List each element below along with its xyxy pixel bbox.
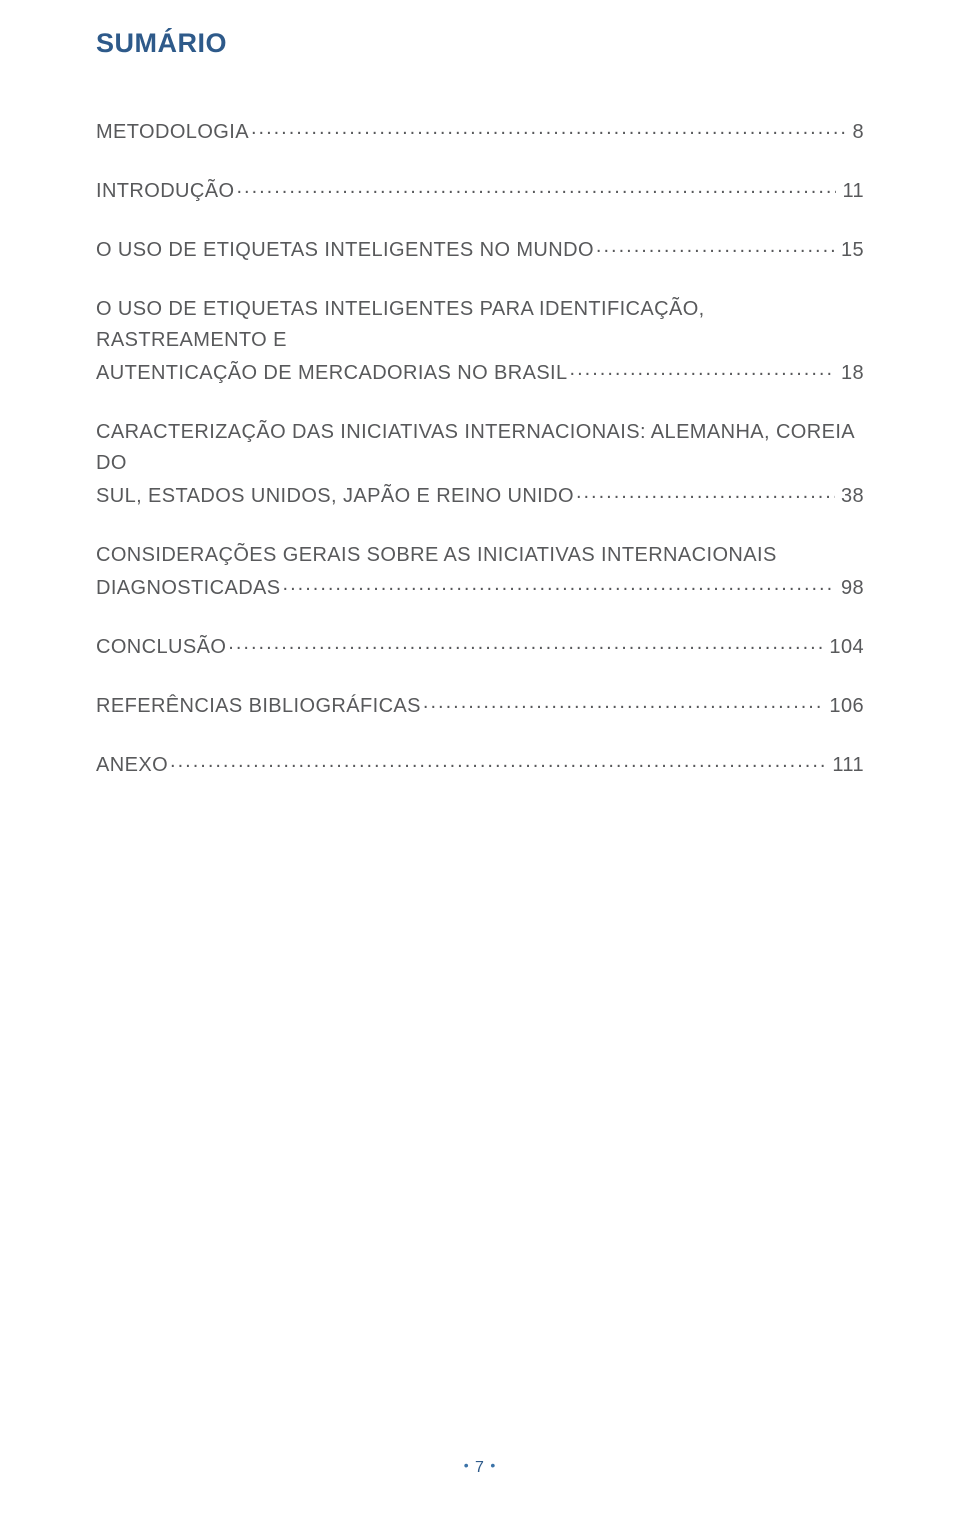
toc-label: AUTENTICAÇÃO DE MERCADORIAS NO BRASIL xyxy=(96,358,568,389)
toc-row: INTRODUÇÃO 11 xyxy=(96,176,864,207)
toc-page: 106 xyxy=(825,691,864,722)
toc-entry: CONCLUSÃO 104 xyxy=(96,632,864,663)
toc-page: 104 xyxy=(825,632,864,663)
toc-page: 15 xyxy=(837,235,864,266)
toc-row: ANEXO 111 xyxy=(96,750,864,781)
toc-label: CONCLUSÃO xyxy=(96,632,226,663)
toc-row: CONCLUSÃO 104 xyxy=(96,632,864,663)
toc-entry: REFERÊNCIAS BIBLIOGRÁFICAS 106 xyxy=(96,691,864,722)
toc-entry: O USO DE ETIQUETAS INTELIGENTES NO MUNDO… xyxy=(96,235,864,266)
toc-leader xyxy=(596,236,835,256)
toc-label: METODOLOGIA xyxy=(96,117,249,148)
toc-entry: CONSIDERAÇÕES GERAIS SOBRE AS INICIATIVA… xyxy=(96,540,864,604)
page-footer: • 7 • xyxy=(0,1459,960,1477)
toc-row: REFERÊNCIAS BIBLIOGRÁFICAS 106 xyxy=(96,691,864,722)
toc-leader xyxy=(576,482,835,502)
toc-page: 8 xyxy=(848,117,864,148)
toc-leader xyxy=(251,118,847,138)
toc-row: METODOLOGIA 8 xyxy=(96,117,864,148)
toc-leader xyxy=(170,751,826,771)
toc-label: SUL, ESTADOS UNIDOS, JAPÃO E REINO UNIDO xyxy=(96,481,574,512)
toc-leader xyxy=(236,177,836,197)
toc-label: ANEXO xyxy=(96,750,168,781)
toc-leader xyxy=(570,359,835,379)
toc-entry: ANEXO 111 xyxy=(96,750,864,781)
toc-label-line: CONSIDERAÇÕES GERAIS SOBRE AS INICIATIVA… xyxy=(96,540,864,571)
toc-label-line: CARACTERIZAÇÃO DAS INICIATIVAS INTERNACI… xyxy=(96,417,864,479)
toc-page: 98 xyxy=(837,573,864,604)
toc-row: DIAGNOSTICADAS 98 xyxy=(96,573,864,604)
toc-page: 111 xyxy=(828,750,864,781)
toc-row: AUTENTICAÇÃO DE MERCADORIAS NO BRASIL 18 xyxy=(96,358,864,389)
toc-label: O USO DE ETIQUETAS INTELIGENTES NO MUNDO xyxy=(96,235,594,266)
toc-page: 18 xyxy=(837,358,864,389)
table-of-contents: METODOLOGIA 8 INTRODUÇÃO 11 O USO DE ETI… xyxy=(96,117,864,781)
toc-label: INTRODUÇÃO xyxy=(96,176,234,207)
footer-bullet-icon: • xyxy=(464,1457,470,1473)
toc-entry: INTRODUÇÃO 11 xyxy=(96,176,864,207)
toc-row: O USO DE ETIQUETAS INTELIGENTES NO MUNDO… xyxy=(96,235,864,266)
toc-entry: CARACTERIZAÇÃO DAS INICIATIVAS INTERNACI… xyxy=(96,417,864,512)
toc-page: 11 xyxy=(838,176,864,207)
footer-page-number: 7 xyxy=(475,1459,485,1476)
footer-bullet-icon: • xyxy=(490,1457,496,1473)
section-title: SUMÁRIO xyxy=(96,28,864,59)
toc-label: REFERÊNCIAS BIBLIOGRÁFICAS xyxy=(96,691,421,722)
toc-label-line: O USO DE ETIQUETAS INTELIGENTES PARA IDE… xyxy=(96,294,864,356)
toc-entry: O USO DE ETIQUETAS INTELIGENTES PARA IDE… xyxy=(96,294,864,389)
page-container: SUMÁRIO METODOLOGIA 8 INTRODUÇÃO 11 O US… xyxy=(0,0,960,1523)
toc-leader xyxy=(423,692,824,712)
toc-leader xyxy=(228,633,823,653)
toc-entry: METODOLOGIA 8 xyxy=(96,117,864,148)
toc-page: 38 xyxy=(837,481,864,512)
toc-label: DIAGNOSTICADAS xyxy=(96,573,281,604)
toc-leader xyxy=(283,574,835,594)
toc-row: SUL, ESTADOS UNIDOS, JAPÃO E REINO UNIDO… xyxy=(96,481,864,512)
